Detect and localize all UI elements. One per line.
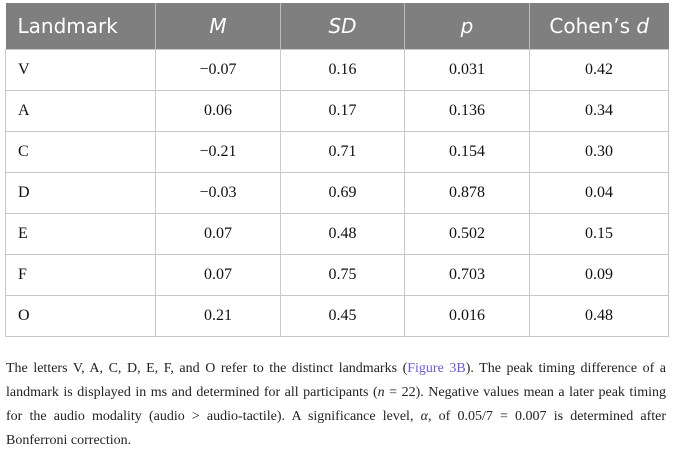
- cell-sd: 0.48: [280, 213, 405, 255]
- header-sd: SD: [280, 3, 405, 50]
- cell-sd: 0.16: [280, 49, 405, 91]
- table-row: A 0.06 0.17 0.136 0.34: [5, 90, 669, 132]
- cell-sd: 0.69: [280, 172, 405, 214]
- cell-cohens-d: 0.34: [529, 90, 669, 132]
- cell-sd: 0.71: [280, 131, 405, 173]
- header-landmark: Landmark: [5, 3, 156, 50]
- cell-cohens-d: 0.30: [529, 131, 669, 173]
- cell-cohens-d: 0.48: [529, 295, 669, 337]
- cell-sd: 0.45: [280, 295, 405, 337]
- cell-cohens-d: 0.04: [529, 172, 669, 214]
- table-caption: The letters V, A, C, D, E, F, and O refe…: [6, 357, 666, 453]
- table-row: O 0.21 0.45 0.016 0.48: [5, 295, 669, 337]
- cell-p-value: 0.703: [404, 254, 530, 296]
- cell-mean: −0.07: [155, 49, 281, 91]
- cell-p-value: 0.016: [404, 295, 530, 337]
- table-row: F 0.07 0.75 0.703 0.09: [5, 254, 669, 296]
- cell-mean: 0.06: [155, 90, 281, 132]
- header-mean: M: [155, 3, 281, 50]
- cell-p-value: 0.878: [404, 172, 530, 214]
- cell-sd: 0.75: [280, 254, 405, 296]
- cell-mean: 0.07: [155, 213, 281, 255]
- cell-landmark: O: [5, 295, 156, 337]
- table-row: D −0.03 0.69 0.878 0.04: [5, 172, 669, 214]
- results-table: Landmark M SD p Cohen’s d V −0.07 0.16 0.03…: [5, 3, 669, 337]
- cell-landmark: E: [5, 213, 156, 255]
- table-header-row: Landmark M SD p Cohen’s d: [5, 3, 669, 50]
- cell-p-value: 0.154: [404, 131, 530, 173]
- table-row: V −0.07 0.16 0.031 0.42: [5, 49, 669, 91]
- cell-mean: 0.21: [155, 295, 281, 337]
- cell-mean: −0.21: [155, 131, 281, 173]
- cell-p-value: 0.502: [404, 213, 530, 255]
- table-row: E 0.07 0.48 0.502 0.15: [5, 213, 669, 255]
- header-cohens-d-label: Cohen’s d: [549, 14, 650, 38]
- cell-landmark: C: [5, 131, 156, 173]
- cell-cohens-d: 0.42: [529, 49, 669, 91]
- cell-landmark: A: [5, 90, 156, 132]
- caption-n-variable: n: [377, 385, 385, 400]
- header-p: p: [404, 3, 530, 50]
- header-cohens-d: Cohen’s d: [529, 3, 669, 50]
- cell-landmark: V: [5, 49, 156, 91]
- results-table-container: Landmark M SD p Cohen’s d V −0.07 0.16 0.03…: [5, 3, 669, 337]
- caption-part-2: ). The peak timing difference of a landm…: [6, 361, 667, 400]
- caption-alpha-symbol: α: [420, 409, 428, 424]
- cell-sd: 0.17: [280, 90, 405, 132]
- caption-part-4: , of 0.05/7 = 0.007 is determined after …: [6, 409, 666, 448]
- caption-part-1: The letters V, A, C, D, E, F, and O refe…: [6, 361, 408, 376]
- cell-mean: −0.03: [155, 172, 281, 214]
- cell-landmark: D: [5, 172, 156, 214]
- cell-cohens-d: 0.15: [529, 213, 669, 255]
- table-row: C −0.21 0.71 0.154 0.30: [5, 131, 669, 173]
- cell-cohens-d: 0.09: [529, 254, 669, 296]
- cell-p-value: 0.031: [404, 49, 530, 91]
- cell-landmark: F: [5, 254, 156, 296]
- figure-reference-link[interactable]: Figure 3B: [407, 361, 466, 376]
- cell-mean: 0.07: [155, 254, 281, 296]
- cell-p-value: 0.136: [404, 90, 530, 132]
- caption-part-3: = 22). Negative values mean a later peak…: [6, 385, 666, 424]
